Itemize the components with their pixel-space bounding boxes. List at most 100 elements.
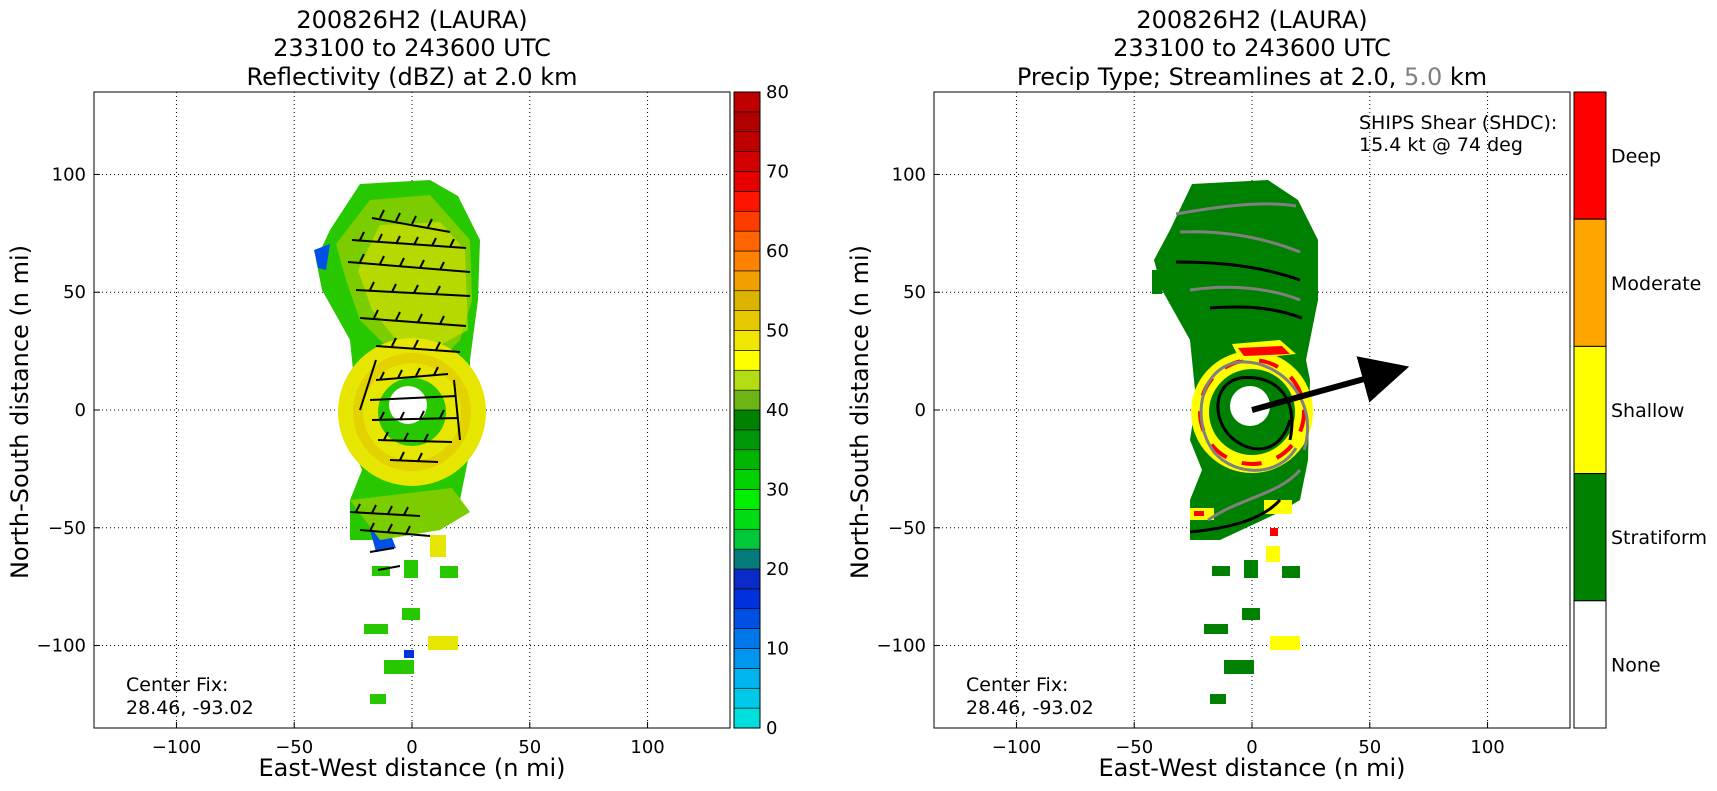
streamline-5km <box>1179 230 1301 254</box>
echo-cell <box>364 624 388 634</box>
x-tick-label: 100 <box>630 737 664 758</box>
deep-cell <box>1194 511 1204 516</box>
streamline-5km <box>1175 202 1297 216</box>
title-line3-after: km <box>1442 63 1487 91</box>
colorbar-segment <box>733 687 761 709</box>
x-tick-label: −50 <box>275 737 313 758</box>
colorbar-segment <box>733 429 761 451</box>
stratiform-cell <box>1282 566 1300 578</box>
stratiform-cell <box>1152 270 1162 294</box>
x-tick-label: 0 <box>406 737 417 758</box>
shallow-cell <box>1264 500 1292 514</box>
colorbar-segment <box>733 330 761 351</box>
y-tick-label: −100 <box>37 636 86 657</box>
panel-b-ticks: −100 −50 0 50 100 −100 −50 0 50 100 <box>877 164 1505 758</box>
colorbar-segment <box>733 250 761 272</box>
x-tick-label: −100 <box>992 737 1041 758</box>
stratiform-cell <box>1224 660 1254 674</box>
echo-cell <box>402 608 420 620</box>
colorbar-tick-label: 80 <box>766 82 789 103</box>
colorbar-segment <box>733 668 761 689</box>
barb-south <box>349 511 431 571</box>
shallow-cell <box>1270 636 1300 650</box>
echo-cell <box>428 636 458 650</box>
panel-b-center-fix-label: Center Fix: <box>966 674 1068 696</box>
shear-label: SHIPS Shear (SHDC): <box>1359 112 1557 134</box>
colorbar-segment <box>733 628 761 649</box>
y-tick-label: 50 <box>63 282 86 303</box>
panel-a-center-fix-value: 28.46, -93.02 <box>126 697 254 719</box>
panel-a-title-line3: Reflectivity (dBZ) at 2.0 km <box>247 63 578 91</box>
panel-b-title-line2: 233100 to 243600 UTC <box>1113 34 1391 62</box>
deep-band-north <box>1238 346 1290 356</box>
shear-arrow <box>1251 356 1410 413</box>
category-label: Stratiform <box>1611 527 1707 549</box>
colorbar-frame <box>733 91 761 729</box>
streamline-2km <box>1216 375 1294 451</box>
title-line3-highlight: 5.0 <box>1404 63 1442 91</box>
streamline-2km <box>1175 260 1301 282</box>
shear-value: 15.4 kt @ 74 deg <box>1359 134 1523 156</box>
colorbar-tick-label: 70 <box>766 162 789 183</box>
category-label: Deep <box>1611 146 1661 168</box>
precip-type-panel: 200826H2 (LAURA) 233100 to 243600 UTC Pr… <box>846 6 1707 782</box>
echo-weak-west <box>314 244 330 270</box>
colorbar-segment <box>733 151 761 172</box>
echo-cell <box>404 560 418 578</box>
panel-a-title-line1: 200826H2 (LAURA) <box>296 6 527 34</box>
panel-a-title-line2: 233100 to 243600 UTC <box>273 34 551 62</box>
streamline-5km <box>1207 469 1302 522</box>
colorbar-segment <box>733 608 761 629</box>
y-tick-label: 0 <box>915 400 926 421</box>
stratiform-cell <box>1212 566 1230 576</box>
precip-type-field <box>1152 180 1410 704</box>
category-swatch <box>1573 91 1607 220</box>
colorbar-segment <box>733 369 761 391</box>
streamline-5km <box>1199 360 1310 472</box>
colorbar-tick-label: 60 <box>766 241 789 262</box>
colorbar-segment <box>733 449 761 470</box>
precip-type-colorbar: Deep Moderate Shallow Stratiform None <box>1573 91 1707 729</box>
y-tick-label: 100 <box>892 164 926 185</box>
panel-b-xlabel: East-West distance (n mi) <box>1098 754 1405 782</box>
colorbar-segment <box>733 310 761 331</box>
precip-eye <box>1230 386 1270 426</box>
panel-a-center-fix-label: Center Fix: <box>126 674 228 696</box>
colorbar-segment <box>733 528 761 550</box>
panel-a-xlabel: East-West distance (n mi) <box>258 754 565 782</box>
colorbar-segment <box>733 171 761 192</box>
barb-ring <box>359 359 461 463</box>
streamline-2km <box>1209 305 1303 320</box>
colorbar-tick-label: 40 <box>766 400 789 421</box>
stratiform-cell <box>1244 560 1258 578</box>
barb-ring-ticks <box>379 366 445 462</box>
panel-b-title-line1: 200826H2 (LAURA) <box>1136 6 1367 34</box>
deep-cell <box>1270 528 1278 536</box>
colorbar-segment <box>733 469 761 490</box>
x-tick-label: −50 <box>1115 737 1153 758</box>
echo-band-south <box>350 488 470 540</box>
category-label: Moderate <box>1611 273 1701 295</box>
colorbar-tick-label: 50 <box>766 321 789 342</box>
reflectivity-colorbar: 0 10 20 30 40 50 60 70 80 <box>733 82 789 739</box>
colorbar-tick-label: 10 <box>766 639 789 660</box>
colorbar-segment <box>733 707 761 729</box>
category-label: Shallow <box>1611 400 1684 422</box>
colorbar-segment <box>733 270 761 292</box>
echo-yellow-north <box>358 222 468 345</box>
colorbar-segment <box>733 489 761 510</box>
echo-cell <box>370 694 386 704</box>
x-tick-label: 50 <box>518 737 541 758</box>
colorbar-segment <box>733 111 761 133</box>
colorbar-tick-label: 20 <box>766 559 789 580</box>
streamline-2km <box>1189 498 1282 534</box>
colorbar-segment <box>733 290 761 311</box>
echo-cell <box>440 566 458 578</box>
x-tick-label: 100 <box>1470 737 1504 758</box>
colorbar-segment <box>733 91 761 113</box>
colorbar-segment <box>733 389 761 411</box>
colorbar-segment <box>733 548 761 570</box>
y-tick-label: −50 <box>888 518 926 539</box>
streamlines-2km <box>1175 260 1303 534</box>
